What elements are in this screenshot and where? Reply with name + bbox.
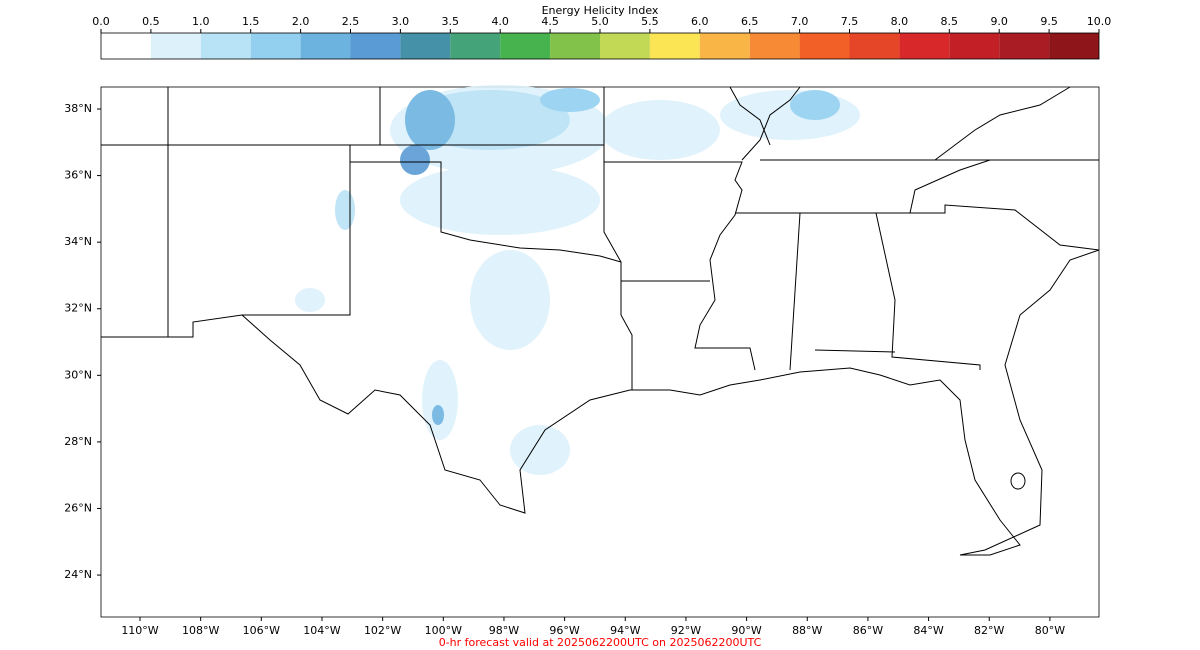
colorbar-tick-label: 0.0 <box>92 15 110 28</box>
colorbar-segment <box>699 33 750 59</box>
lat-tick-label: 28°N <box>64 435 92 448</box>
colorbar-segment <box>250 33 301 59</box>
colorbar-tick-label: 9.5 <box>1040 15 1058 28</box>
colorbar-tick-label: 9.0 <box>990 15 1008 28</box>
colorbar-tick-label: 7.0 <box>791 15 809 28</box>
colorbar-tick-label: 2.5 <box>342 15 360 28</box>
colorbar: 0.0 0.5 1.0 1.5 2.0 2.5 3.0 3.5 4.0 4.5 5.0 5.5 6.0 6… <box>92 15 1112 60</box>
colorbar-tick-label: 1.0 <box>192 15 210 28</box>
lon-tick-label: 110°W <box>121 624 158 637</box>
map-frame <box>100 86 1100 618</box>
lon-tick-label: 90°W <box>731 624 761 637</box>
colorbar-segment <box>200 33 251 59</box>
colorbar-tick-label: 8.5 <box>941 15 959 28</box>
colorbar-tick-label: 6.0 <box>691 15 709 28</box>
lon-tick-label: 104°W <box>303 624 340 637</box>
lon-tick-label: 98°W <box>489 624 519 637</box>
lat-tick-label: 34°N <box>64 235 92 248</box>
colorbar-tick-label: 0.5 <box>142 15 160 28</box>
colorbar-segment <box>849 33 900 59</box>
colorbar-segment <box>999 33 1050 59</box>
colorbar-tick-label: 4.5 <box>541 15 559 28</box>
colorbar-tick-label: 3.0 <box>392 15 410 28</box>
colorbar-tick-label: 1.5 <box>242 15 260 28</box>
colorbar-tick-label: 7.5 <box>841 15 859 28</box>
lon-tick-label: 88°W <box>792 624 822 637</box>
shading <box>295 85 860 475</box>
colorbar-segment <box>350 33 401 59</box>
lon-tick-label: 100°W <box>425 624 462 637</box>
lon-tick-label: 106°W <box>243 624 280 637</box>
colorbar-segment <box>949 33 1000 59</box>
map-axes: 38°N 36°N 34°N 32°N 30°N 28°N 26°N 24°N 110°W 108… <box>64 102 1065 637</box>
lon-tick-label: 86°W <box>853 624 883 637</box>
colorbar-segment <box>600 33 650 59</box>
lat-tick-label: 32°N <box>64 302 92 315</box>
colorbar-segment <box>450 33 501 59</box>
lon-tick-label: 82°W <box>974 624 1004 637</box>
lon-tick-label: 92°W <box>671 624 701 637</box>
colorbar-title: Energy Helicity Index <box>542 4 659 17</box>
colorbar-segment <box>1049 33 1099 59</box>
colorbar-tick-label: 3.5 <box>442 15 460 28</box>
colorbar-tick-label: 2.0 <box>292 15 310 28</box>
lon-tick-label: 94°W <box>610 624 640 637</box>
colorbar-segment <box>150 33 201 59</box>
boundaries <box>101 86 1100 556</box>
footer-text: 0-hr forecast valid at 2025062200UTC on … <box>439 636 762 649</box>
colorbar-segment <box>799 33 850 59</box>
lon-tick-label: 102°W <box>364 624 401 637</box>
colorbar-segment <box>500 33 551 59</box>
colorbar-segment <box>550 33 600 59</box>
colorbar-segment <box>649 33 700 59</box>
lon-tick-label: 84°W <box>913 624 943 637</box>
lat-tick-label: 36°N <box>64 169 92 182</box>
lat-tick-label: 30°N <box>64 368 92 381</box>
colorbar-segment <box>300 33 351 59</box>
colorbar-tick-label: 6.5 <box>741 15 759 28</box>
colorbar-tick-label: 8.0 <box>891 15 909 28</box>
colorbar-segment <box>899 33 950 59</box>
colorbar-segment <box>749 33 800 59</box>
lat-tick-label: 38°N <box>64 102 92 115</box>
colorbar-tick-label: 5.5 <box>641 15 659 28</box>
lon-tick-label: 96°W <box>549 624 579 637</box>
lat-tick-label: 24°N <box>64 568 92 581</box>
colorbar-segment <box>101 33 151 59</box>
colorbar-segment <box>400 33 451 59</box>
colorbar-tick-label: 5.0 <box>591 15 609 28</box>
colorbar-tick-label: 10.0 <box>1087 15 1112 28</box>
lon-tick-label: 108°W <box>182 624 219 637</box>
lat-tick-label: 26°N <box>64 501 92 514</box>
lon-tick-label: 80°W <box>1035 624 1065 637</box>
colorbar-tick-label: 4.0 <box>491 15 509 28</box>
